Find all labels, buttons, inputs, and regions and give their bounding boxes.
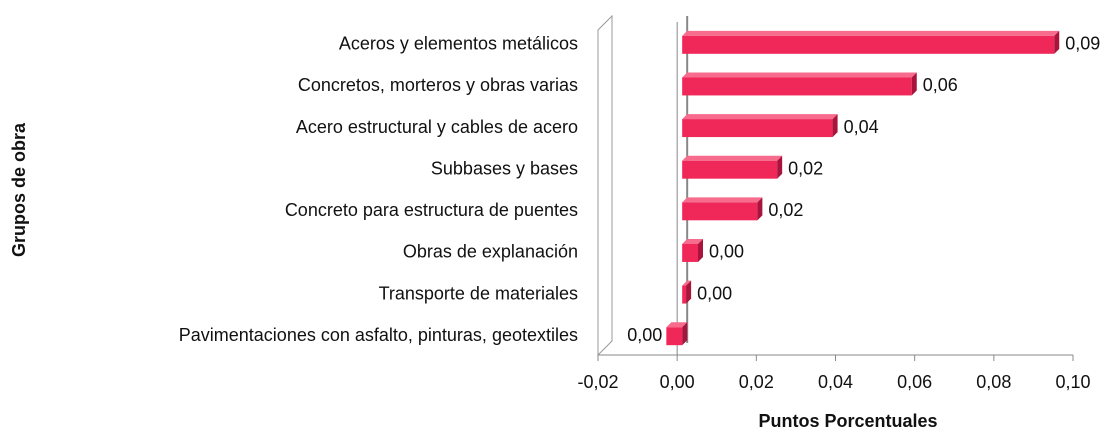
y-axis-title: Grupos de obra	[9, 122, 29, 257]
y-tick-label: Acero estructural y cables de acero	[296, 117, 578, 137]
bar-top	[682, 155, 783, 161]
bar	[682, 243, 698, 262]
value-label: 0,04	[844, 117, 879, 137]
y-tick-label: Concretos, morteros y obras varias	[298, 75, 578, 95]
x-tick-label: 0,10	[1055, 372, 1090, 392]
y-tick-label: Aceros y elementos metálicos	[339, 34, 578, 54]
bar-side	[698, 238, 703, 262]
bar-top	[682, 114, 838, 120]
bar	[682, 77, 912, 96]
x-axis-title: Puntos Porcentuales	[758, 411, 937, 431]
bar-top	[682, 30, 1060, 36]
bar-side	[832, 114, 838, 138]
bar-top	[682, 280, 692, 286]
bar-top	[682, 238, 703, 244]
y-tick-label: Subbases y bases	[431, 158, 578, 178]
bar-top	[682, 72, 917, 78]
y-tick-label: Obras de explanación	[403, 242, 578, 262]
bar-side	[682, 322, 688, 346]
x-tick-label: 0,02	[739, 372, 774, 392]
y-tick-label: Transporte de materiales	[379, 283, 578, 303]
bar-side	[911, 72, 917, 96]
value-label: 0,00	[709, 242, 744, 262]
x-tick-label: 0,06	[897, 372, 932, 392]
bar-top	[666, 322, 688, 328]
value-label: 0,02	[768, 200, 803, 220]
x-tick-label: 0,04	[818, 372, 853, 392]
back-wall	[597, 14, 613, 357]
value-label: 0,09	[1065, 34, 1100, 54]
value-label: 0,00	[697, 283, 732, 303]
x-tick-label: 0,00	[660, 372, 695, 392]
bar	[682, 119, 833, 138]
x-tick-label: -0,02	[577, 372, 618, 392]
bar-side	[1054, 30, 1060, 54]
bar-side	[757, 197, 763, 221]
bar-side	[777, 155, 783, 179]
bar	[682, 202, 758, 221]
bar	[682, 285, 687, 304]
value-label: 0,06	[923, 75, 958, 95]
bar	[682, 35, 1055, 54]
value-label: 0,00	[627, 325, 662, 345]
y-tick-label: Pavimentaciones con asfalto, pinturas, g…	[179, 325, 578, 345]
bar	[666, 327, 683, 346]
bar-side	[686, 280, 692, 304]
x-tick-label: 0,08	[976, 372, 1011, 392]
bar-top	[682, 197, 763, 203]
value-label: 0,02	[788, 158, 823, 178]
y-tick-label: Concreto para estructura de puentes	[285, 200, 578, 220]
bar	[682, 160, 778, 179]
